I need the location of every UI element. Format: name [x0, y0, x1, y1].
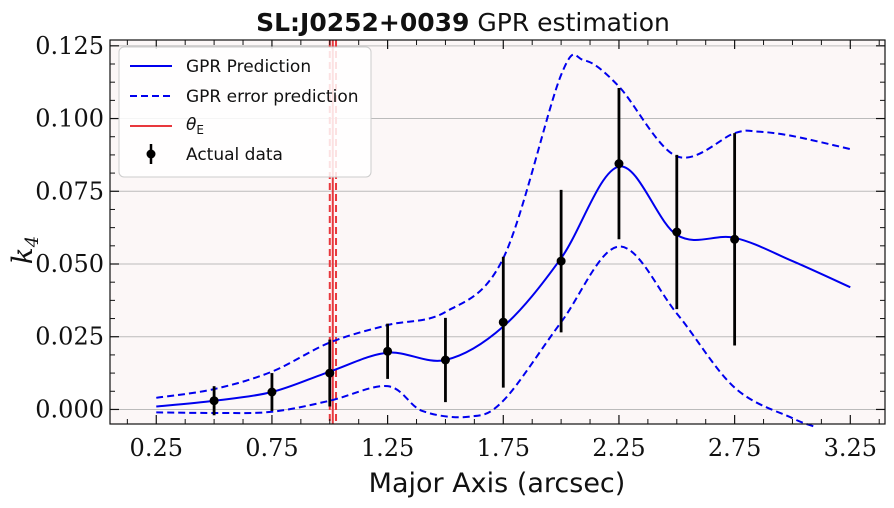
legend-theta-sub: E: [196, 123, 204, 137]
legend-label-error: GPR error prediction: [186, 87, 359, 107]
y-tick-label: 0.125: [35, 32, 104, 60]
x-tick-label: 1.75: [477, 434, 530, 462]
gpr-error-lower-line: [156, 245, 816, 428]
x-tick-label: 2.75: [708, 434, 761, 462]
legend-label-theta: θE: [186, 115, 204, 137]
y-tick-label: 0.025: [35, 323, 104, 351]
legend-label-prediction: GPR Prediction: [186, 57, 311, 77]
gpr-error-upper-line: [156, 53, 851, 399]
tick-labels: 0.25 0.75 1.25 1.75 2.25 2.75 3.25 0.000 0.025 0.…: [35, 32, 877, 462]
legend-box: [118, 46, 372, 178]
series-lines: [156, 53, 851, 428]
data-point: [556, 256, 566, 266]
y-tick-label: 0.075: [35, 177, 104, 205]
x-tick-label: 2.25: [592, 434, 645, 462]
y-tick-label: 0.000: [35, 395, 104, 423]
data-point: [267, 387, 277, 397]
data-point: [730, 234, 740, 244]
chart-title-rest: GPR estimation: [469, 8, 669, 37]
data-point: [614, 159, 624, 169]
data-point: [440, 355, 450, 365]
actual-data-points: [209, 88, 740, 416]
x-tick-label: 0.75: [245, 434, 298, 462]
x-tick-label: 1.25: [361, 434, 414, 462]
legend-theta-main: θ: [186, 115, 197, 135]
x-tick-label: 3.25: [824, 434, 877, 462]
chart-title-bold: SL:J0252+0039: [256, 8, 469, 37]
x-axis-label: Major Axis (arcsec): [369, 468, 626, 499]
grid-lines: [110, 45, 885, 410]
y-axis-label: k4: [6, 236, 43, 264]
axis-ticks: [110, 40, 885, 424]
legend-label-actual: Actual data: [186, 145, 283, 165]
legend-marker-point: [146, 149, 156, 159]
y-axis-label-main: k: [6, 247, 39, 264]
y-tick-label: 0.100: [35, 105, 104, 133]
y-axis-label-sub: 4: [22, 236, 43, 248]
data-point: [325, 368, 335, 378]
x-tick-label: 0.25: [130, 434, 183, 462]
chart-title: SL:J0252+0039 GPR estimation: [256, 8, 670, 37]
plot-frame: [109, 39, 886, 425]
data-point: [383, 346, 393, 356]
data-point: [209, 396, 219, 406]
data-point: [672, 227, 682, 237]
data-point: [498, 317, 508, 327]
legend: GPR Prediction GPR error prediction θE A…: [118, 46, 372, 178]
y-tick-label: 0.050: [35, 250, 104, 278]
gpr-prediction-line: [156, 165, 851, 408]
